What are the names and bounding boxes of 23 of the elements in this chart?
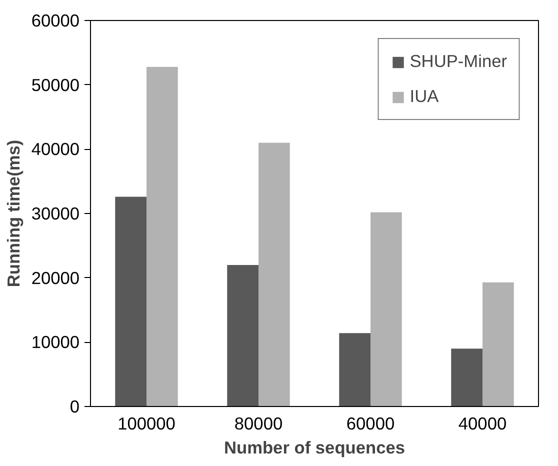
bar <box>482 282 514 406</box>
y-tick-label: 50000 <box>31 74 80 95</box>
y-tick-label: 60000 <box>31 10 80 30</box>
bar <box>370 212 402 406</box>
legend-label: IUA <box>410 86 439 107</box>
y-tick-label: 10000 <box>31 332 80 352</box>
y-tick-label: 40000 <box>31 139 80 160</box>
bar <box>339 333 370 406</box>
x-tick-label: 80000 <box>234 414 283 434</box>
y-tick-label: 20000 <box>31 268 80 288</box>
legend-label: SHUP-Miner <box>410 51 507 72</box>
bar <box>227 264 258 406</box>
x-tick-label: 100000 <box>118 414 176 434</box>
x-tick-label: 40000 <box>458 414 507 434</box>
bar <box>146 66 178 406</box>
y-axis-title: Running time(ms) <box>3 140 24 288</box>
y-tick-label: 30000 <box>31 204 80 224</box>
bar <box>115 196 146 406</box>
bar <box>451 348 482 406</box>
x-tick-label: 60000 <box>346 414 395 434</box>
y-tick-label: 0 <box>70 396 80 416</box>
bar <box>258 142 290 406</box>
x-axis-title: Number of sequences <box>224 438 406 458</box>
